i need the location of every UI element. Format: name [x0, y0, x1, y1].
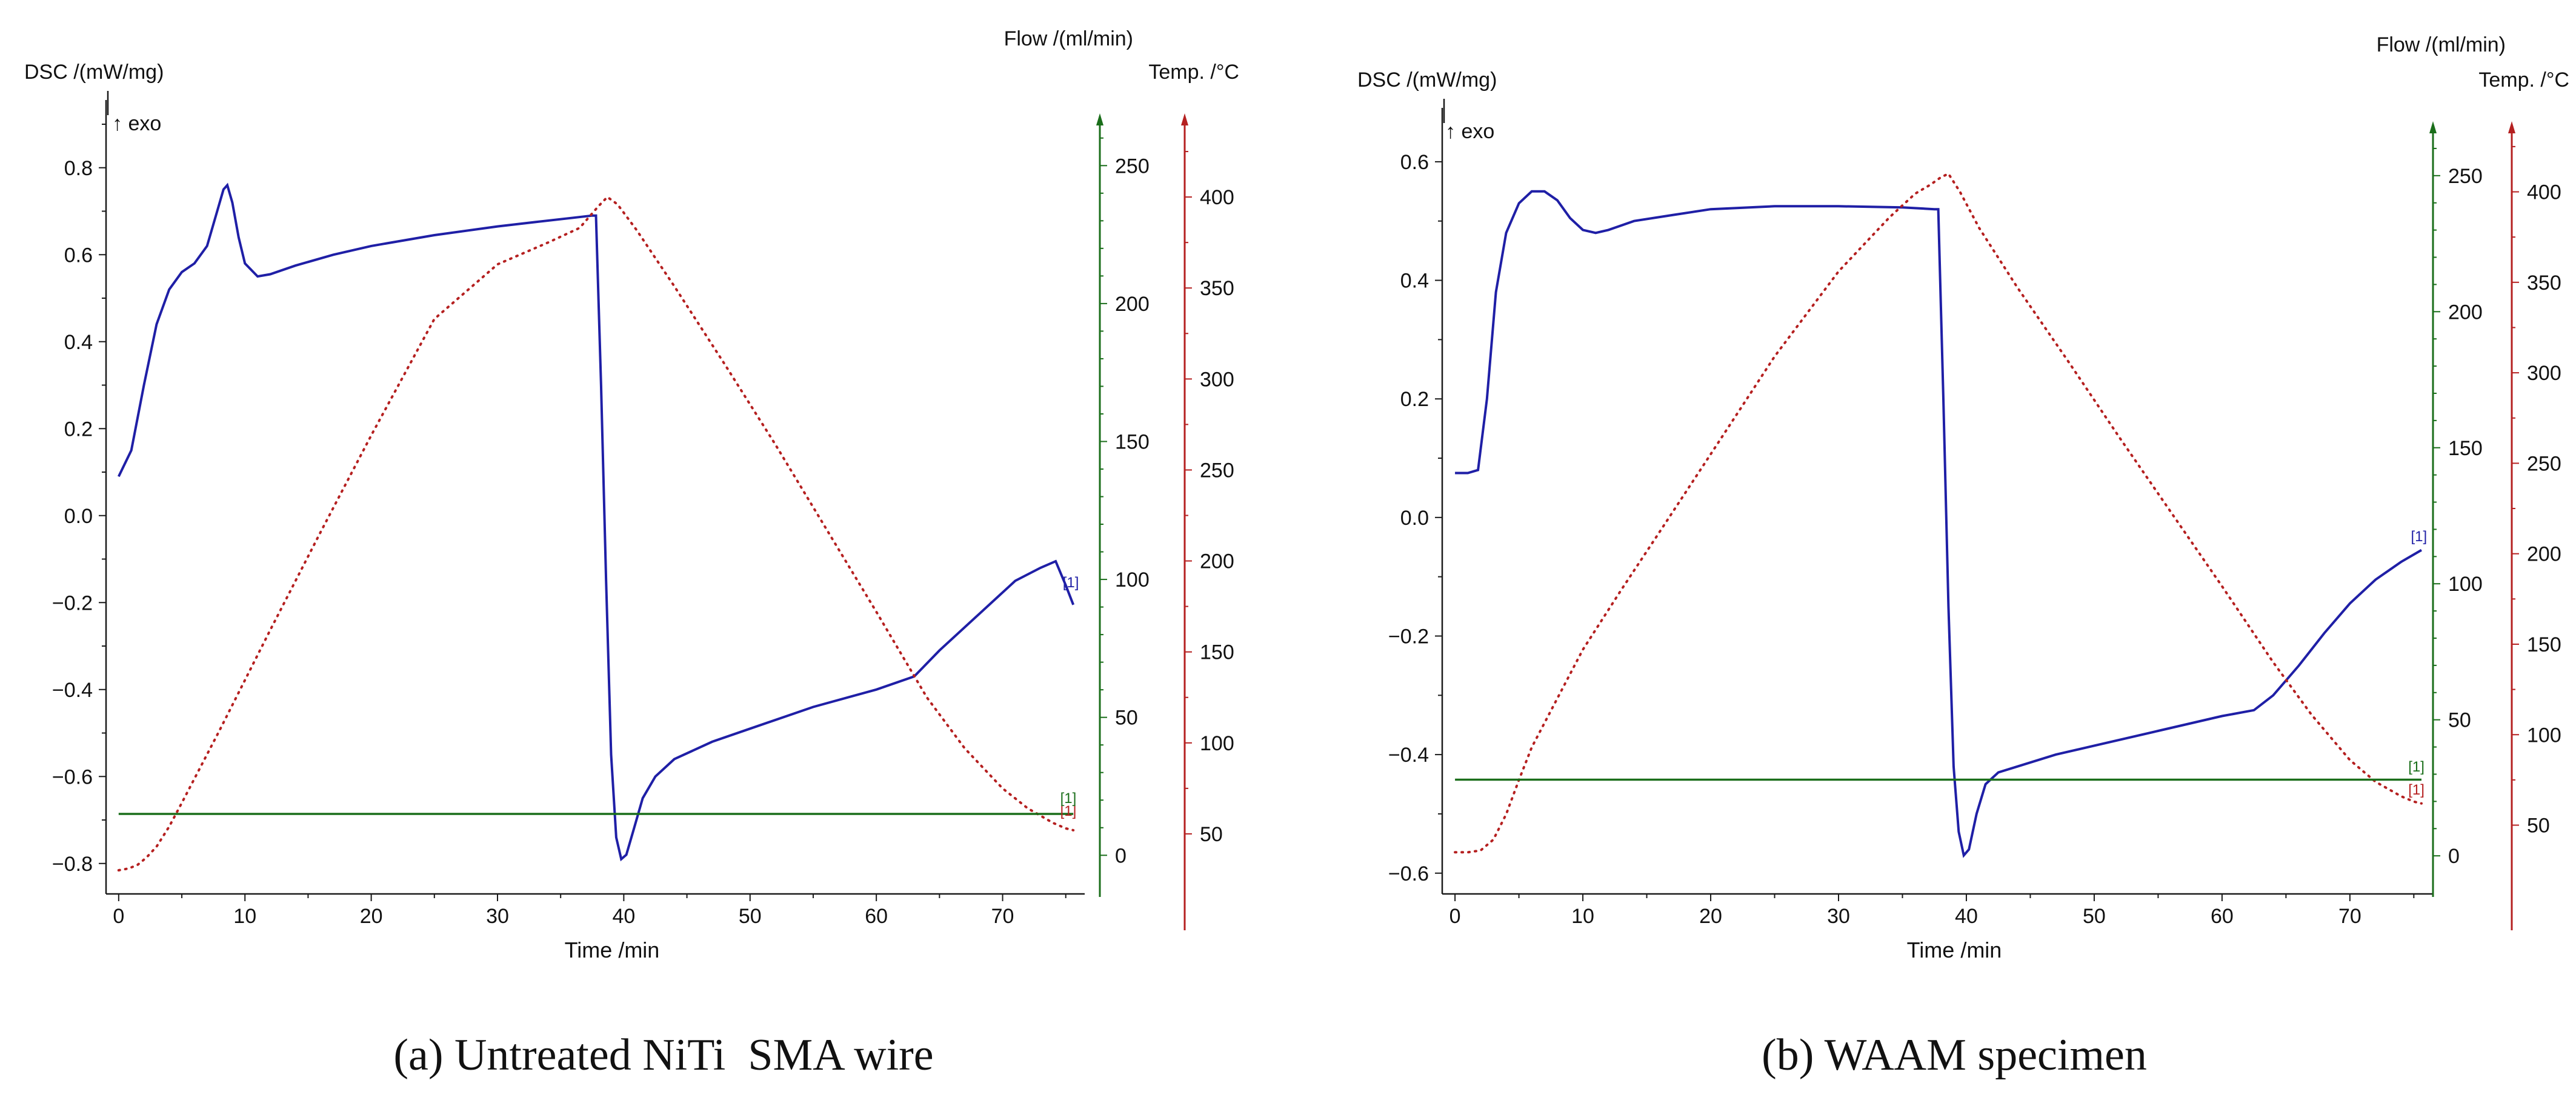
time-tick-label: 60: [2211, 905, 2234, 928]
dsc-series-line: [1455, 190, 2423, 858]
dsc-tick-label: 0.4: [64, 331, 93, 354]
flow-tick-label: 150: [2448, 437, 2483, 460]
x-axis-label: Time /min: [565, 938, 660, 962]
temp-axis-arrow: [2508, 121, 2515, 133]
flow-tick-label: 100: [1115, 568, 1150, 591]
temp-tick-label: 400: [1200, 186, 1234, 209]
time-tick-label: 10: [1571, 905, 1594, 928]
flow-tick-label: 50: [2448, 709, 2471, 732]
dsc-tick-label: −0.2: [52, 591, 93, 615]
time-tick-label: 70: [2338, 905, 2361, 928]
dsc-tick-label: 0.0: [64, 505, 93, 528]
temp-tick-label: 300: [2527, 362, 2561, 385]
temp-tick-label: 350: [2527, 272, 2561, 295]
time-tick-label: 40: [612, 905, 635, 928]
dsc-tick-label: 0.4: [1400, 270, 1429, 293]
temp-tick-label: 50: [2527, 815, 2550, 838]
flow-tick-label: 250: [1115, 155, 1150, 178]
flow-axis-label: Flow /(ml/min): [2377, 33, 2506, 56]
segment-marker: [1]: [2411, 528, 2427, 545]
dsc-tick-label: 0.6: [1400, 151, 1429, 174]
time-tick-label: 50: [2083, 905, 2106, 928]
temp-tick-label: 100: [2527, 724, 2561, 747]
dsc-tick-label: −0.8: [52, 853, 93, 876]
panel-a: DSC /(mW/mg) ↑ exo Flow /(ml/min) Temp. …: [24, 27, 1239, 1080]
temp-axis-label: Temp. /°C: [2478, 68, 2569, 92]
exo-label: ↑ exo: [1445, 120, 1494, 143]
exo-label: ↑ exo: [112, 112, 161, 135]
plot-area-a: −0.8 −0.6 −0.4 −0.2 0.0 0.2 0.4 0.6 0.8 0 10 20 30 40…: [52, 91, 1234, 930]
dsc-tick-label: 0.2: [1400, 388, 1429, 411]
temp-axis-label: Temp. /°C: [1148, 61, 1239, 84]
flow-tick-label: 200: [2448, 301, 2483, 324]
dsc-tick-label: −0.4: [1388, 744, 1429, 767]
caption-b: (b) WAAM specimen: [1762, 1030, 2147, 1080]
temp-tick-label: 300: [1200, 368, 1234, 391]
temp-tick-label: 150: [1200, 641, 1234, 664]
flow-tick-label: 100: [2448, 573, 2483, 596]
dsc-series-line: [118, 182, 1075, 862]
dsc-tick-label: −0.6: [1388, 862, 1429, 885]
temp-tick-label: 50: [1200, 823, 1223, 846]
flow-axis-arrow: [2429, 121, 2437, 133]
time-tick-label: 0: [113, 905, 124, 928]
temp-tick-label: 400: [2527, 181, 2561, 204]
segment-marker: [1]: [2408, 782, 2425, 798]
temp-tick-label: 200: [2527, 543, 2561, 566]
plot-area-b: −0.6 −0.4 −0.2 0.0 0.2 0.4 0.6 0 10 20 30 40 50 60 70 0…: [1388, 99, 2561, 930]
x-axis-label: Time /min: [1907, 938, 2002, 962]
time-tick-label: 30: [1827, 905, 1850, 928]
dsc-tick-label: 0.6: [64, 244, 93, 267]
segment-marker: [1]: [1063, 575, 1079, 591]
time-tick-label: 60: [865, 905, 888, 928]
flow-tick-label: 250: [2448, 165, 2483, 188]
flow-axis-arrow: [1096, 113, 1103, 125]
segment-marker: [1]: [2408, 759, 2425, 775]
flow-tick-label: 50: [1115, 707, 1138, 730]
temp-tick-label: 250: [1200, 459, 1234, 482]
temp-tick-label: 350: [1200, 277, 1234, 300]
temp-series-line: [1454, 172, 2423, 854]
segment-marker: [1]: [1060, 803, 1077, 819]
temp-tick-label: 250: [2527, 452, 2561, 475]
panel-b: DSC /(mW/mg) ↑ exo Flow /(ml/min) Temp. …: [1357, 33, 2569, 1080]
caption-a: (a) Untreated NiTi SMA wire: [393, 1030, 933, 1080]
dsc-tick-label: 0.0: [1400, 507, 1429, 530]
time-tick-label: 20: [360, 905, 383, 928]
time-tick-label: 0: [1449, 905, 1461, 928]
time-tick-label: 70: [991, 905, 1014, 928]
temp-tick-label: 100: [1200, 732, 1234, 755]
dsc-tick-label: −0.4: [52, 679, 93, 702]
time-tick-label: 10: [233, 905, 256, 928]
temp-axis-arrow: [1181, 113, 1188, 125]
temp-tick-label: 200: [1200, 550, 1234, 573]
segment-marker: [1]: [1060, 790, 1077, 807]
time-tick-label: 30: [486, 905, 509, 928]
dsc-tick-label: −0.2: [1388, 625, 1429, 648]
dsc-tick-label: 0.8: [64, 157, 93, 180]
time-tick-label: 20: [1699, 905, 1722, 928]
time-tick-label: 50: [739, 905, 762, 928]
temp-series-line: [117, 195, 1075, 871]
dsc-tick-label: 0.2: [64, 418, 93, 441]
flow-tick-label: 150: [1115, 430, 1150, 453]
flow-tick-label: 200: [1115, 293, 1150, 316]
temp-tick-label: 150: [2527, 633, 2561, 656]
time-tick-label: 40: [1955, 905, 1978, 928]
dsc-tick-label: −0.6: [52, 765, 93, 788]
dsc-axis-label: DSC /(mW/mg): [24, 61, 164, 84]
flow-tick-label: 0: [1115, 844, 1127, 867]
dsc-axis-label: DSC /(mW/mg): [1357, 68, 1497, 92]
flow-tick-label: 0: [2448, 845, 2460, 868]
flow-axis-label: Flow /(ml/min): [1004, 27, 1133, 50]
